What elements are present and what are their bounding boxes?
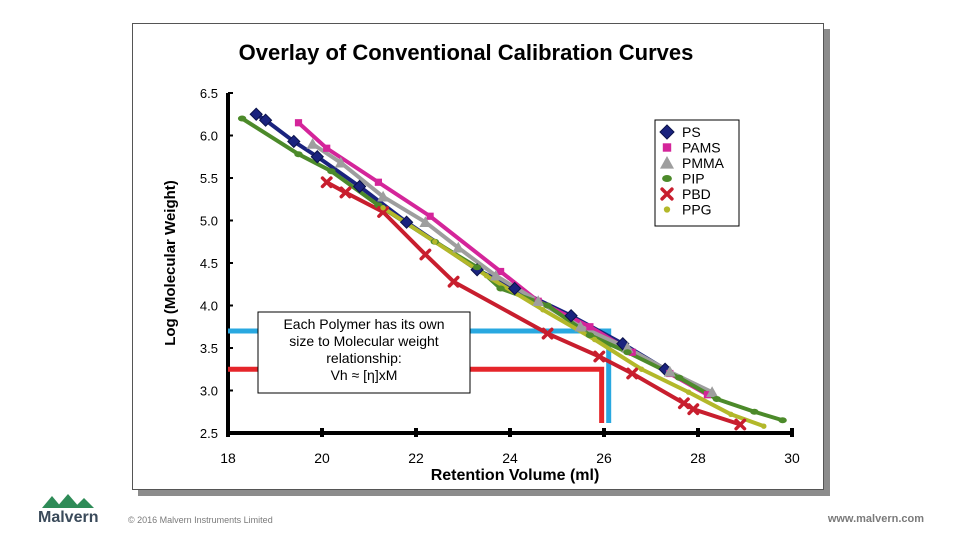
data-point-ps xyxy=(249,107,263,121)
y-tick-label: 5.5 xyxy=(200,171,218,186)
data-point-ppg xyxy=(540,307,546,313)
x-tick-label: 20 xyxy=(314,450,330,466)
y-tick-label: 3.0 xyxy=(200,384,218,399)
legend-label-ppg: PPG xyxy=(682,202,712,218)
data-point-pbd xyxy=(320,176,333,189)
data-point-ps xyxy=(352,179,367,194)
legend-label-ps: PS xyxy=(682,124,701,140)
y-tick-label: 4.0 xyxy=(200,299,218,314)
data-point-pip xyxy=(496,285,505,292)
data-point-pbd xyxy=(447,275,460,288)
legend-marker-pmma xyxy=(660,156,674,169)
y-tick-label: 6.0 xyxy=(200,129,218,144)
legend-label-pams: PAMS xyxy=(682,140,721,156)
data-point-pbd xyxy=(541,327,554,340)
data-point-pip xyxy=(327,168,336,175)
data-point-ps xyxy=(564,308,578,323)
data-point-pip xyxy=(778,417,787,424)
data-point-ps xyxy=(507,281,522,296)
data-point-pams xyxy=(426,212,434,220)
y-tick-label: 4.5 xyxy=(200,256,218,271)
chart-title: Overlay of Conventional Calibration Curv… xyxy=(239,40,694,65)
malvern-logo-icon xyxy=(42,494,94,508)
data-point-pmma xyxy=(306,138,319,149)
data-point-pbd xyxy=(339,186,352,199)
legend-marker-pip xyxy=(662,175,672,182)
data-point-ppg xyxy=(591,336,598,343)
data-point-pmma xyxy=(419,216,432,227)
data-point-pmma xyxy=(663,365,676,377)
y-tick-label: 2.5 xyxy=(200,426,218,441)
data-point-pip xyxy=(585,332,595,339)
data-point-ppg xyxy=(685,389,692,395)
annotation-box xyxy=(257,311,471,394)
data-point-ppg xyxy=(761,423,767,429)
data-point-ppg xyxy=(483,273,490,279)
data-point-pams xyxy=(294,119,303,127)
data-point-pip xyxy=(472,264,482,271)
x-tick-label: 22 xyxy=(408,450,424,466)
data-point-ppg xyxy=(638,366,645,372)
annotation-text: Each Polymer has its own xyxy=(283,316,444,332)
data-point-pams xyxy=(497,267,505,276)
data-point-pbd xyxy=(677,397,690,410)
x-tick-label: 26 xyxy=(596,450,612,466)
x-tick-label: 18 xyxy=(220,450,236,466)
website-link[interactable]: www.malvern.com xyxy=(827,513,924,525)
annotation-text: size to Molecular weight xyxy=(289,333,439,349)
legend-marker-pams xyxy=(662,143,672,152)
data-point-ps xyxy=(310,150,325,164)
y-axis-label: Log (Molecular Weight) xyxy=(162,180,179,346)
data-point-ppg xyxy=(380,205,386,211)
legend-label-pbd: PBD xyxy=(682,186,711,202)
legend-marker-ppg xyxy=(663,206,671,213)
data-point-pip xyxy=(712,396,721,402)
data-point-pmma xyxy=(621,342,634,353)
data-point-pip xyxy=(294,151,303,158)
y-tick-label: 3.5 xyxy=(200,341,218,356)
data-point-ppg xyxy=(728,411,734,417)
data-point-pmma xyxy=(532,295,545,307)
data-point-pams xyxy=(586,323,594,331)
legend-marker-ps xyxy=(659,124,675,140)
data-point-pams xyxy=(374,178,382,186)
x-tick-label: 30 xyxy=(784,450,800,466)
data-point-pbd xyxy=(626,367,639,380)
annotation-formula: Vh ≈ [η]xM xyxy=(331,367,398,383)
data-point-ps xyxy=(399,215,414,229)
data-point-pip xyxy=(374,202,383,209)
copyright-text: © 2016 Malvern Instruments Limited xyxy=(128,515,273,525)
data-point-pmma xyxy=(452,241,465,253)
data-point-pmma xyxy=(574,320,587,332)
data-point-pmma xyxy=(334,156,347,168)
annotation-text: relationship: xyxy=(326,350,402,366)
x-axis-label: Retention Volume (ml) xyxy=(431,467,600,484)
data-point-pbd xyxy=(419,248,432,261)
brand-name: Malvern xyxy=(38,509,99,526)
data-point-pbd xyxy=(377,206,390,218)
data-point-ps xyxy=(287,134,301,149)
data-point-pbd xyxy=(734,418,747,431)
y-tick-label: 5.0 xyxy=(200,214,218,229)
data-point-pmma xyxy=(706,386,719,397)
data-point-pip xyxy=(543,302,552,309)
data-point-pbd xyxy=(593,350,606,363)
data-point-ps xyxy=(258,113,273,127)
x-tick-label: 28 xyxy=(690,450,706,466)
data-point-pip xyxy=(750,408,759,415)
x-tick-label: 24 xyxy=(502,450,518,466)
y-tick-label: 6.5 xyxy=(200,86,218,101)
legend-label-pip: PIP xyxy=(682,171,705,187)
data-point-pams xyxy=(323,144,331,152)
data-point-pip xyxy=(623,349,632,356)
legend-label-pmma: PMMA xyxy=(682,155,725,171)
legend-marker-pbd xyxy=(660,187,674,201)
data-point-pbd xyxy=(687,403,700,416)
data-point-ppg xyxy=(432,239,438,245)
data-point-pip xyxy=(237,115,247,122)
data-point-pip xyxy=(675,374,684,381)
data-point-pmma xyxy=(377,190,390,202)
data-point-pmma xyxy=(489,269,502,281)
